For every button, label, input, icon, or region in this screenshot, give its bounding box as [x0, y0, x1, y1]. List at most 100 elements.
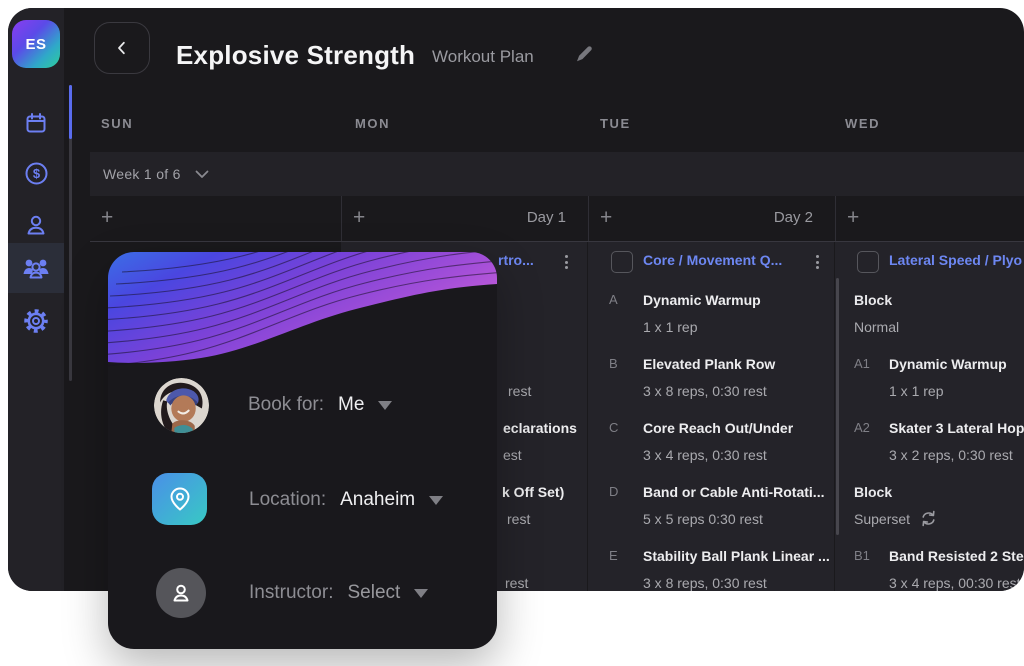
- settings-icon: [24, 309, 48, 333]
- day-slot-tue: + Day 2: [588, 196, 835, 241]
- sidebar-item-clients[interactable]: [8, 200, 64, 250]
- add-workout-button-tue[interactable]: +: [600, 206, 613, 229]
- day-header-wed: WED: [845, 116, 881, 131]
- exercise-key: B1: [854, 548, 870, 563]
- back-button[interactable]: [94, 22, 150, 74]
- kebab-menu-icon[interactable]: [810, 252, 824, 272]
- kebab-menu-icon[interactable]: [559, 252, 573, 272]
- pencil-icon[interactable]: [574, 44, 594, 64]
- payments-icon: $: [25, 162, 47, 184]
- exercise-name[interactable]: Dynamic Warmup: [889, 356, 1007, 372]
- block-type: Normal: [854, 319, 900, 335]
- svg-text:$: $: [32, 166, 40, 181]
- workout-checkbox[interactable]: [857, 251, 879, 273]
- exercise-name-fragment: k Off Set): [502, 484, 565, 500]
- day-header-sun: SUN: [101, 116, 134, 131]
- sidebar-item-groups[interactable]: [8, 243, 64, 293]
- instructor-label: Instructor:: [249, 582, 334, 603]
- workout-card-title[interactable]: Lateral Speed / Plyo: [889, 252, 1023, 268]
- exercise-key: C: [609, 420, 619, 435]
- day-slot-row: + + Day 1 + Day 2 +: [90, 196, 1024, 242]
- exercise-name[interactable]: Stability Ball Plank Linear ...: [643, 548, 830, 564]
- day-number-label: Day 1: [526, 209, 566, 226]
- exercise-key: B: [609, 356, 618, 371]
- book-for-value[interactable]: Me: [338, 394, 365, 415]
- location-label: Location:: [249, 489, 327, 510]
- workout-card-tue[interactable]: Core / Movement Q... A Dynamic Warmup 1 …: [588, 242, 834, 591]
- instructor-value[interactable]: Select: [347, 582, 401, 603]
- day-slot-mon: + Day 1: [341, 196, 588, 241]
- location-row[interactable]: Location: Anaheim: [249, 489, 444, 511]
- dropdown-arrow-icon[interactable]: [414, 588, 429, 598]
- sidebar-item-calendar[interactable]: [8, 98, 64, 148]
- exercise-name[interactable]: Dynamic Warmup: [643, 292, 761, 308]
- week-selector-label: Week 1 of 6: [103, 166, 181, 182]
- booking-modal: Book for: Me Location: Anaheim Instructo…: [108, 252, 497, 649]
- client-icon: [27, 215, 45, 235]
- exercise-detail: 3 x 8 reps, 0:30 rest: [643, 383, 767, 399]
- instructor-row[interactable]: Instructor: Select: [249, 582, 429, 604]
- exercise-key: A2: [854, 420, 870, 435]
- book-for-label: Book for:: [248, 394, 325, 415]
- exercise-detail: 1 x 1 rep: [889, 383, 944, 399]
- workspace-avatar[interactable]: ES: [12, 20, 60, 68]
- exercise-detail-fragment: rest: [505, 575, 529, 591]
- day-number-label: Day 2: [773, 209, 813, 226]
- location-badge[interactable]: [152, 473, 207, 525]
- dropdown-arrow-icon[interactable]: [378, 400, 393, 410]
- book-for-row[interactable]: Book for: Me: [248, 394, 393, 416]
- day-slot-wed: +: [835, 196, 1024, 241]
- calendar-icon: [26, 113, 46, 133]
- workout-card-wed[interactable]: Lateral Speed / Plyo Block Normal A1 Dyn…: [835, 242, 1024, 591]
- chevron-down-icon: [195, 170, 209, 178]
- workout-card-title[interactable]: rtro...: [498, 252, 534, 268]
- block-label: Block: [854, 484, 893, 500]
- workout-checkbox[interactable]: [611, 251, 633, 273]
- page-subtitle: Workout Plan: [432, 47, 534, 66]
- workout-card-title[interactable]: Core / Movement Q...: [643, 252, 783, 268]
- chevron-left-icon: [118, 41, 125, 55]
- exercise-detail-fragment: est: [503, 447, 522, 463]
- location-pin-icon: [169, 487, 190, 511]
- scrollbar-track[interactable]: [69, 85, 72, 381]
- exercise-detail: 3 x 2 reps, 0:30 rest: [889, 447, 1013, 463]
- exercise-key: A1: [854, 356, 870, 371]
- dropdown-arrow-icon[interactable]: [429, 495, 444, 505]
- instructor-badge[interactable]: [156, 568, 206, 618]
- exercise-name[interactable]: Elevated Plank Row: [643, 356, 776, 372]
- sidebar-item-payments[interactable]: $: [8, 148, 64, 198]
- week-selector[interactable]: Week 1 of 6: [90, 152, 1024, 196]
- exercise-name[interactable]: Core Reach Out/Under: [643, 420, 794, 436]
- exercise-detail: 1 x 1 rep: [643, 319, 698, 335]
- day-slot-sun: +: [90, 196, 341, 241]
- exercise-name[interactable]: Skater 3 Lateral Hop: [889, 420, 1024, 436]
- location-value[interactable]: Anaheim: [340, 489, 416, 510]
- sidebar-item-settings[interactable]: [8, 296, 64, 346]
- exercise-detail: 5 x 5 reps 0:30 rest: [643, 511, 763, 527]
- exercise-detail: 3 x 8 reps, 0:30 rest: [643, 575, 767, 591]
- page-title: Explosive Strength: [176, 40, 416, 70]
- add-workout-button-sun[interactable]: +: [101, 206, 114, 229]
- groups-icon: [23, 259, 49, 279]
- day-header-tue: TUE: [600, 116, 631, 131]
- modal-header-art: [108, 252, 497, 377]
- exercise-name[interactable]: Band or Cable Anti-Rotati...: [643, 484, 825, 500]
- add-workout-button-mon[interactable]: +: [353, 206, 366, 229]
- exercise-detail: 3 x 4 reps, 00:30 rest: [889, 575, 1021, 591]
- repeat-icon: [922, 510, 935, 527]
- user-avatar-photo[interactable]: [154, 378, 209, 433]
- exercise-name[interactable]: Band Resisted 2 Step: [889, 548, 1024, 564]
- sidebar: ES $: [8, 8, 72, 591]
- block-group-indicator: [836, 278, 839, 535]
- day-header-mon: MON: [355, 116, 391, 131]
- block-label: Block: [854, 292, 893, 308]
- exercise-key: E: [609, 548, 618, 563]
- exercise-detail-fragment: rest: [508, 383, 532, 399]
- block-type: Superset: [854, 511, 911, 527]
- exercise-name-fragment: eclarations: [503, 420, 577, 436]
- exercise-key: D: [609, 484, 619, 499]
- exercise-detail-fragment: rest: [507, 511, 531, 527]
- add-workout-button-wed[interactable]: +: [847, 206, 860, 229]
- exercise-key: A: [609, 292, 618, 307]
- scrollbar-thumb[interactable]: [69, 85, 72, 139]
